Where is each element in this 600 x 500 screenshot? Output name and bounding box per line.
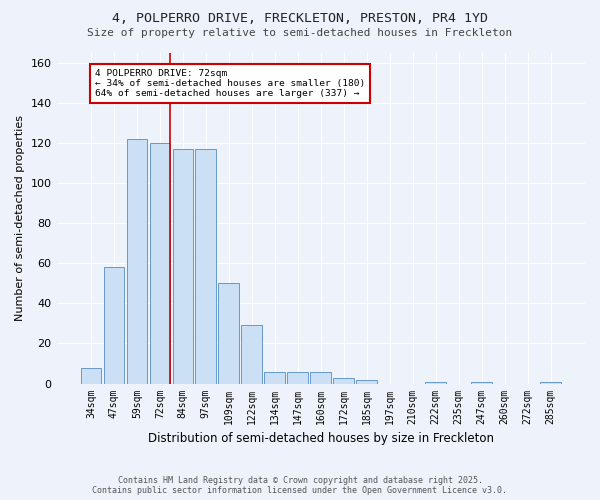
Bar — [80, 368, 101, 384]
Y-axis label: Number of semi-detached properties: Number of semi-detached properties — [15, 115, 25, 321]
Bar — [356, 380, 377, 384]
Bar — [540, 382, 561, 384]
Bar — [104, 267, 124, 384]
Bar — [265, 372, 285, 384]
Bar — [287, 372, 308, 384]
Bar — [425, 382, 446, 384]
Bar — [127, 139, 147, 384]
Bar — [149, 143, 170, 384]
Bar — [472, 382, 492, 384]
Bar — [218, 283, 239, 384]
Text: Size of property relative to semi-detached houses in Freckleton: Size of property relative to semi-detach… — [88, 28, 512, 38]
X-axis label: Distribution of semi-detached houses by size in Freckleton: Distribution of semi-detached houses by … — [148, 432, 494, 445]
Bar — [334, 378, 354, 384]
Text: 4, POLPERRO DRIVE, FRECKLETON, PRESTON, PR4 1YD: 4, POLPERRO DRIVE, FRECKLETON, PRESTON, … — [112, 12, 488, 26]
Bar — [241, 326, 262, 384]
Bar — [173, 149, 193, 384]
Text: Contains HM Land Registry data © Crown copyright and database right 2025.
Contai: Contains HM Land Registry data © Crown c… — [92, 476, 508, 495]
Bar — [196, 149, 216, 384]
Text: 4 POLPERRO DRIVE: 72sqm
← 34% of semi-detached houses are smaller (180)
64% of s: 4 POLPERRO DRIVE: 72sqm ← 34% of semi-de… — [95, 68, 365, 98]
Bar — [310, 372, 331, 384]
